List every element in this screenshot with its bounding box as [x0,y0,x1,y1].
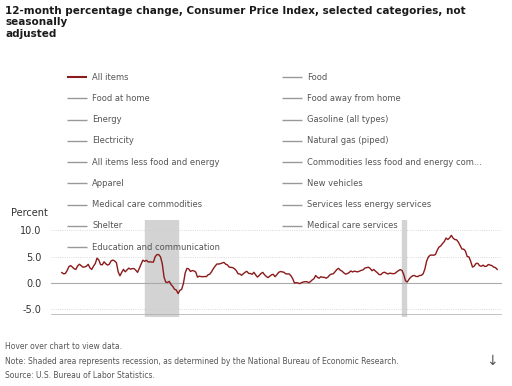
Text: Apparel: Apparel [92,179,125,188]
Bar [402,220,406,317]
Text: Education and communication: Education and communication [92,242,220,252]
Text: Commodities less food and energy com...: Commodities less food and energy com... [307,157,482,167]
Text: Food at home: Food at home [92,94,150,103]
Text: 12-month percentage change, Consumer Price Index, selected categories, not seaso: 12-month percentage change, Consumer Pri… [5,6,466,39]
Text: All items less food and energy: All items less food and energy [92,157,220,167]
Text: Medical care services: Medical care services [307,221,398,230]
Text: Natural gas (piped): Natural gas (piped) [307,136,389,146]
Text: Food: Food [307,73,328,82]
Text: ↓: ↓ [486,354,497,368]
Text: Food away from home: Food away from home [307,94,401,103]
Text: Percent: Percent [11,208,48,218]
Text: Medical care commodities: Medical care commodities [92,200,202,209]
Text: Source: U.S. Bureau of Labor Statistics.: Source: U.S. Bureau of Labor Statistics. [5,371,155,379]
Text: Gasoline (all types): Gasoline (all types) [307,115,389,124]
Text: Note: Shaded area represents recession, as determined by the National Bureau of : Note: Shaded area represents recession, … [5,357,399,366]
Text: Services less energy services: Services less energy services [307,200,432,209]
Text: Shelter: Shelter [92,221,122,230]
Text: All items: All items [92,73,129,82]
Text: Energy: Energy [92,115,122,124]
Text: Hover over chart to view data.: Hover over chart to view data. [5,342,122,350]
Bar [144,220,178,317]
Text: Electricity: Electricity [92,136,134,146]
Text: New vehicles: New vehicles [307,179,363,188]
